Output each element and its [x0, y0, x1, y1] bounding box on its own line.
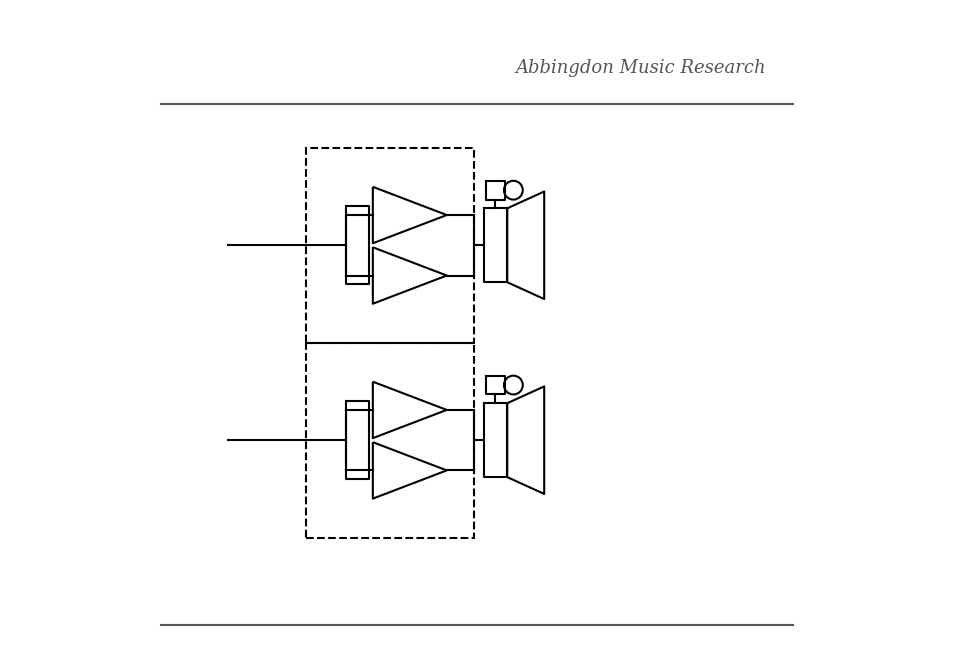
Text: Abbingdon Music Research: Abbingdon Music Research	[515, 59, 765, 77]
Bar	[305, 148, 473, 343]
Bar	[305, 343, 473, 538]
